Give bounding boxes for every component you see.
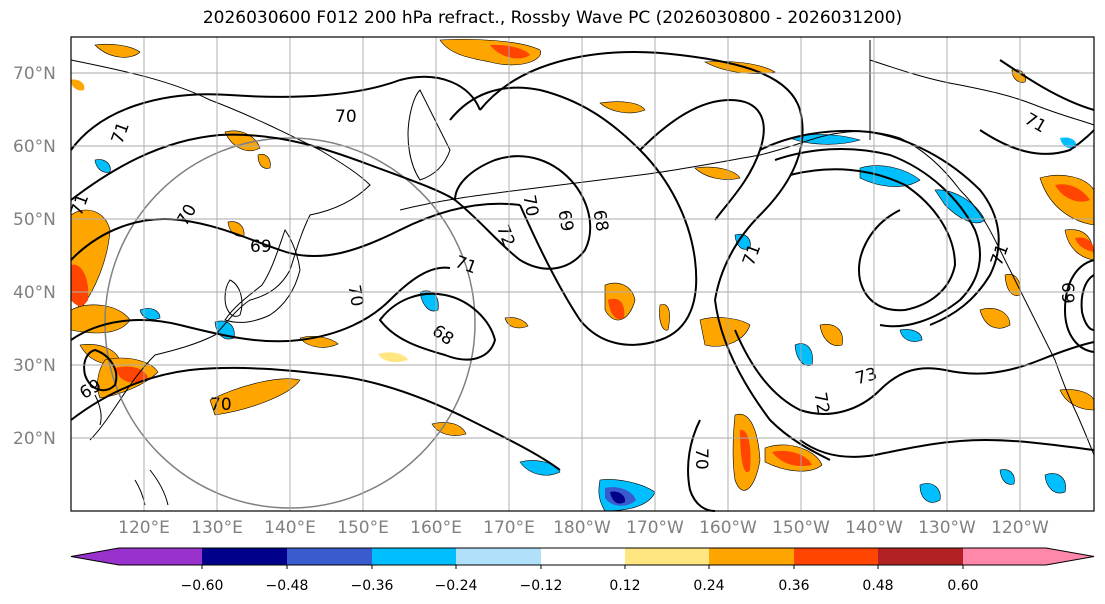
coastline-alaska — [809, 131, 1095, 456]
lon-label: 140°W — [845, 518, 903, 538]
colorbar-segments — [70, 547, 1095, 566]
coastline-kamchatka — [407, 89, 451, 181]
colorbar-tick-label: −0.12 — [520, 578, 563, 594]
colorbar: −0.60 −0.48 −0.36 −0.24 −0.12 0.12 0.24 0.36 0.4… — [70, 547, 1095, 594]
colorbar-tick-label: −0.24 — [435, 578, 478, 594]
contour-line — [799, 438, 1095, 458]
contour-line — [479, 51, 804, 301]
contour-line — [378, 292, 497, 361]
colorbar-tick-label: −0.36 — [351, 578, 394, 594]
colorbar-tick-label: 0.12 — [609, 578, 640, 594]
lon-label: 130°W — [918, 518, 976, 538]
contour-label: 69 — [1057, 282, 1077, 304]
lon-label: 160°W — [699, 518, 757, 538]
colorbar-ticks: −0.60 −0.48 −0.36 −0.24 −0.12 0.12 0.24 0.36 0.4… — [181, 565, 979, 594]
longitude-labels: 120°E 130°E 140°E 150°E 160°E 170°E 180°… — [118, 518, 1049, 538]
lon-label: 170°E — [483, 518, 535, 538]
lon-label: 150°W — [772, 518, 830, 538]
colorbar-segment — [794, 548, 878, 565]
lon-label: 150°E — [337, 518, 389, 538]
contour-line — [1063, 259, 1095, 353]
contour-line — [70, 202, 521, 261]
colorbar-segment — [625, 548, 709, 565]
contour-line — [714, 299, 831, 461]
contour-line — [453, 155, 592, 270]
colorbar-tick-label: 0.60 — [947, 578, 978, 594]
lon-label: 160°E — [410, 518, 462, 538]
contour-label: 72 — [809, 391, 832, 416]
lat-label: 50°N — [13, 210, 56, 230]
contour-label: 70 — [210, 395, 232, 415]
latitude-labels: 70°N 60°N 50°N 40°N 30°N 20°N — [13, 64, 56, 449]
lat-label: 40°N — [13, 283, 56, 303]
colorbar-segment — [119, 548, 202, 565]
lon-label: 120°E — [118, 518, 170, 538]
lon-label: 120°W — [991, 518, 1049, 538]
lon-label: 140°E — [264, 518, 316, 538]
lat-label: 20°N — [13, 429, 56, 449]
contour-line — [1080, 274, 1095, 331]
coastline-philippines — [134, 469, 169, 506]
contour-label: 70 — [335, 107, 357, 127]
map-area — [71, 37, 1094, 511]
colorbar-segment — [202, 548, 287, 565]
colorbar-segment — [372, 548, 456, 565]
coastline-asia — [70, 59, 371, 441]
colorbar-tick-label: 0.48 — [862, 578, 893, 594]
colorbar-tick-label: 0.24 — [693, 578, 724, 594]
contour-line — [70, 366, 561, 471]
coastline-aleutians — [399, 139, 811, 211]
contour-line — [83, 348, 118, 392]
contour-line — [70, 266, 451, 343]
contour-line — [789, 168, 957, 312]
contour-line — [449, 86, 698, 346]
contour-line — [734, 329, 1095, 415]
lat-label: 30°N — [13, 356, 56, 376]
contour-label: 68 — [588, 208, 611, 233]
contour-label: 70 — [691, 448, 711, 470]
colorbar-outline — [70, 547, 1095, 566]
colorbar-tick-label: −0.60 — [181, 578, 224, 594]
contour-line — [70, 75, 481, 151]
contour-label: 70 — [518, 193, 541, 218]
colorbar-extend-high — [1046, 548, 1094, 565]
lat-label: 70°N — [13, 64, 56, 84]
colorbar-tick-label: 0.36 — [778, 578, 809, 594]
colorbar-segment — [287, 548, 372, 565]
contour-line — [774, 148, 981, 328]
contour-label: 69 — [250, 237, 272, 257]
colorbar-tick-label: −0.48 — [266, 578, 309, 594]
colorbar-segment — [709, 548, 794, 565]
map-frame — [70, 36, 1095, 512]
colorbar-segment — [456, 548, 541, 565]
contour-line — [70, 133, 456, 201]
lon-label: 170°W — [626, 518, 684, 538]
coastline-taiwan — [94, 394, 102, 426]
lat-label: 60°N — [13, 137, 56, 157]
lon-label: 180°W — [553, 518, 611, 538]
colorbar-segment — [878, 548, 963, 565]
contour-line — [639, 98, 765, 221]
contour-label: 69 — [553, 208, 576, 233]
map-title: 2026030600 F012 200 hPa refract., Rossby… — [202, 8, 903, 28]
coastline-korea — [224, 279, 243, 317]
gridlines — [71, 37, 1094, 511]
colorbar-extend-low — [71, 548, 119, 565]
contour-label: 70 — [343, 283, 366, 308]
contour-line — [979, 129, 1095, 155]
colorbar-segment — [541, 548, 625, 565]
lon-label: 130°E — [191, 518, 243, 538]
contour-line — [999, 59, 1095, 111]
coastline-japan — [224, 228, 301, 323]
colorbar-segment — [963, 548, 1046, 565]
